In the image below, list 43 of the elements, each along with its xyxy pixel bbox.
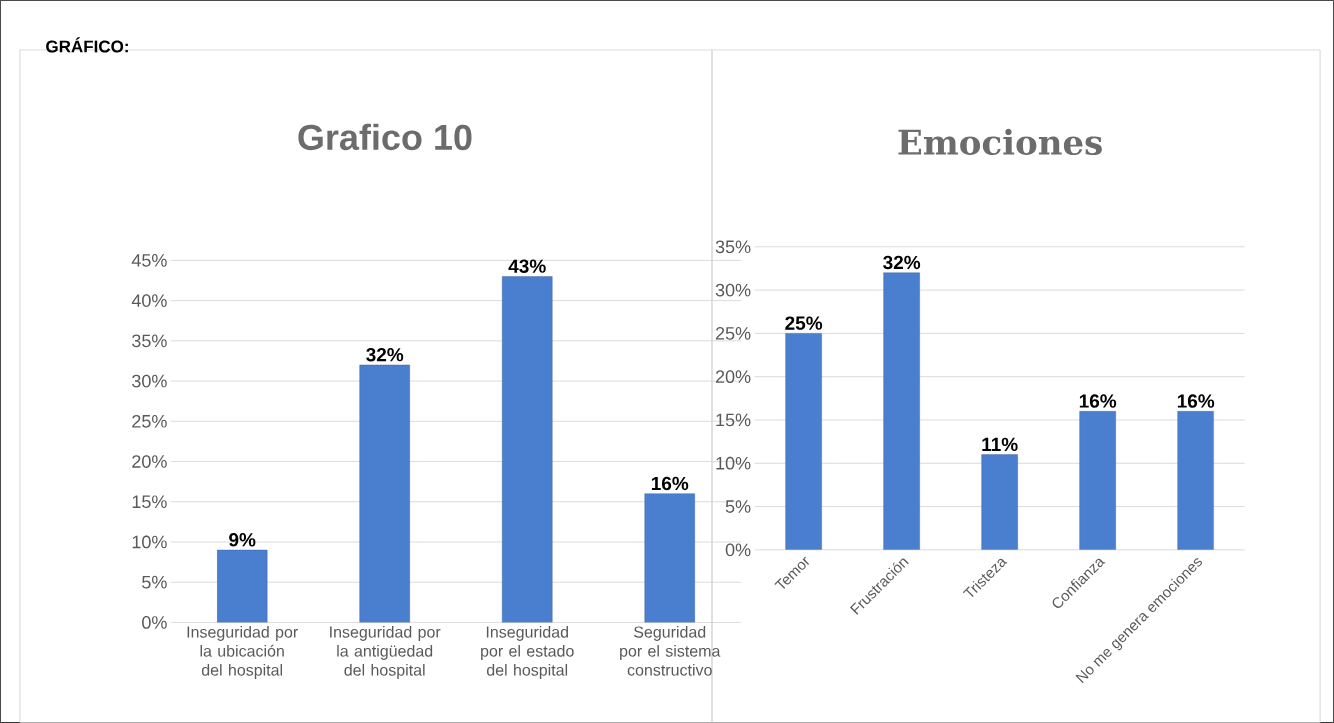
bar (644, 493, 695, 623)
y-tick-label: 25% (132, 414, 167, 428)
data-label: 43% (508, 259, 546, 273)
y-tick-label: 40% (131, 294, 167, 308)
data-label: 16% (1177, 394, 1215, 408)
y-tick-label: 30% (132, 374, 167, 388)
y-tick-label: 20% (715, 370, 751, 384)
y-tick-label: 5% (725, 500, 751, 513)
y-tick-label: 15% (132, 495, 167, 509)
data-label: 9% (229, 533, 256, 547)
bar (1079, 411, 1116, 550)
data-label: 32% (883, 255, 921, 270)
chart-title: Emociones (898, 128, 1102, 156)
bar (1177, 411, 1214, 550)
x-tick-label: Seguridad por el sistema constructivo (620, 626, 721, 676)
data-label: 25% (785, 316, 823, 330)
y-tick-label: 0% (725, 543, 751, 557)
y-tick-label: 45% (131, 254, 167, 267)
y-tick-label: 35% (715, 240, 751, 254)
y-tick-label: 5% (142, 575, 167, 589)
data-label: 11% (982, 437, 1018, 452)
bar (216, 549, 268, 623)
data-label: 32% (366, 348, 404, 362)
y-tick-label: 20% (132, 455, 167, 468)
data-label: 16% (651, 476, 689, 491)
x-tick-label: Inseguridad por la ubicación del hospital (187, 626, 298, 679)
bar (359, 364, 410, 623)
data-label: 16% (1079, 394, 1117, 408)
x-tick-label: Inseguridad por el estado del hospital (481, 626, 574, 679)
chart-title: Grafico 10 (298, 123, 472, 151)
bar (502, 276, 553, 623)
y-tick-label: 0% (142, 616, 167, 629)
y-tick-label: 15% (716, 413, 751, 427)
y-tick-label: 30% (715, 283, 751, 297)
bar (785, 333, 822, 550)
y-tick-label: 10% (132, 535, 167, 549)
bar (883, 272, 920, 550)
bar (981, 454, 1018, 550)
x-tick-label: Inseguridad por la antigüedad del hospital (330, 626, 441, 679)
y-tick-label: 35% (132, 334, 167, 348)
text: GRÁFICO: (46, 37, 128, 53)
y-tick-label: 10% (716, 456, 751, 470)
y-tick-label: 25% (715, 327, 751, 340)
